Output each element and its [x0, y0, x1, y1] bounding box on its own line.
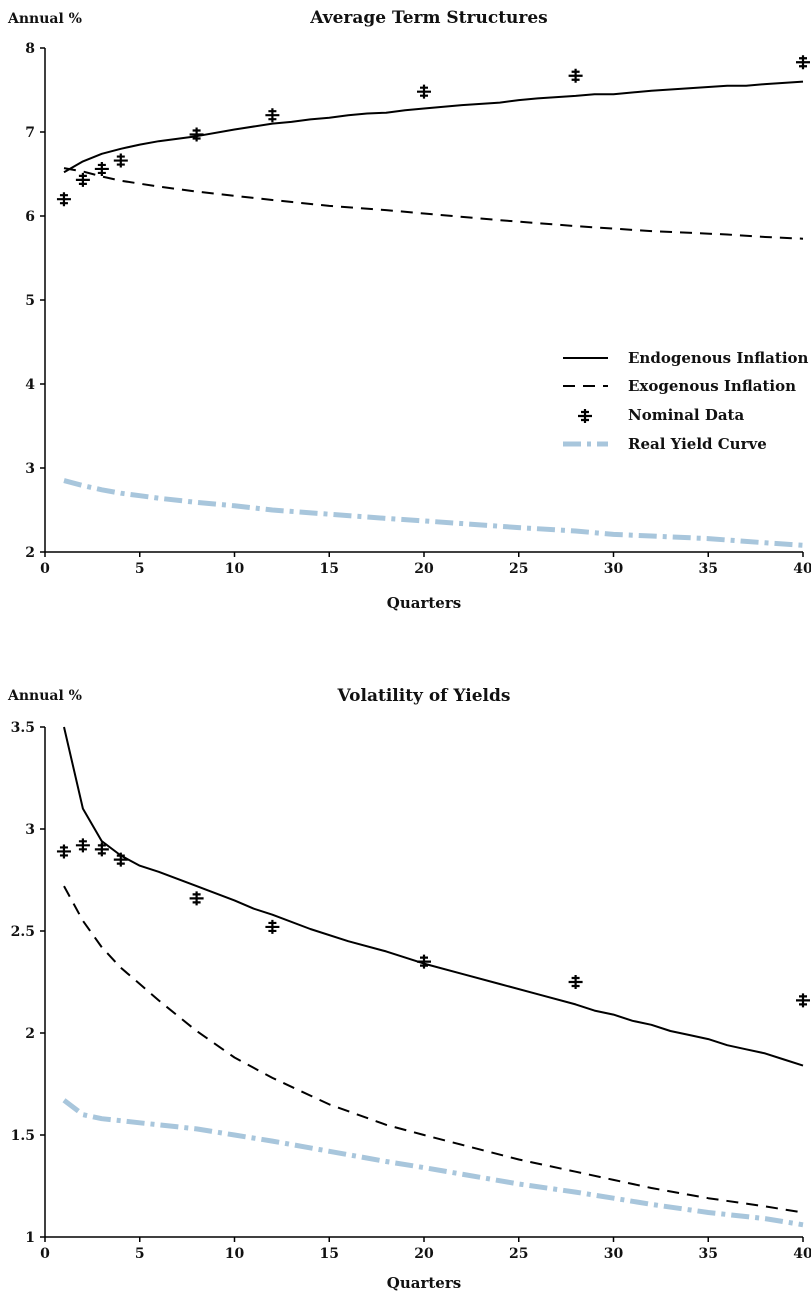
nominal-data-point — [568, 975, 583, 989]
y-tick-label: 8 — [25, 41, 35, 57]
y-tick-label: 1 — [25, 1230, 35, 1246]
x-tick-label: 25 — [509, 1246, 528, 1262]
x-tick-label: 0 — [40, 561, 50, 577]
y-tick-label: 4 — [25, 377, 35, 393]
nominal-data-point — [113, 852, 128, 867]
series-layer — [56, 55, 810, 548]
x-tick-label: 10 — [225, 1246, 245, 1262]
nominal-data-point — [94, 842, 109, 857]
nominal-data-point — [94, 161, 109, 176]
nominal-data-point — [568, 68, 583, 83]
x-tick-label: 15 — [320, 561, 339, 577]
x-tick-label: 20 — [414, 1246, 434, 1262]
chart-title: Average Term Structures — [309, 8, 548, 28]
term-structures-chart: Annual % Average Term Structures 0 5 10 15 2… — [7, 8, 811, 612]
y-tick-label: 3.5 — [11, 720, 35, 736]
x-tick-label: 20 — [414, 561, 434, 577]
x-tick-label: 5 — [135, 561, 145, 577]
nominal-data-point — [265, 919, 280, 934]
y-tick-label: 3 — [25, 461, 35, 477]
axes — [40, 726, 804, 1242]
x-tick-label: 30 — [604, 1246, 624, 1262]
endogenous-inflation-line — [63, 726, 804, 1067]
x-tick-label: 35 — [699, 1246, 718, 1262]
nominal-data-point — [417, 954, 431, 969]
volatility-chart: Annual % Volatility of Yields 0 5 10 15 20 25… — [7, 686, 811, 1292]
x-tick-label: 40 — [793, 561, 811, 577]
y-tick-label: 6 — [25, 209, 35, 225]
legend-item-exogenous: Exogenous Inflation — [563, 377, 796, 395]
legend-swatch-marker — [578, 409, 592, 423]
legend-label: Endogenous Inflation — [628, 349, 809, 367]
y-tick-label: 2.5 — [11, 924, 35, 940]
y-axis-unit-label: Annual % — [7, 688, 82, 704]
endogenous-inflation-line — [63, 80, 804, 174]
exogenous-inflation-line — [63, 885, 804, 1214]
legend-label: Exogenous Inflation — [628, 377, 796, 395]
tick-labels: 0 5 10 15 20 25 30 35 40 1 1.5 2 2.5 3 3.5 — [11, 720, 811, 1262]
nominal-data-point — [113, 153, 128, 168]
nominal-data-point — [189, 127, 204, 142]
nominal-data-point — [796, 993, 810, 1008]
y-tick-label: 2 — [25, 545, 35, 561]
nominal-data-point — [75, 172, 90, 187]
nominal-data-point — [796, 55, 810, 70]
y-tick-label: 1.5 — [11, 1128, 35, 1144]
axes — [40, 47, 804, 557]
x-tick-label: 40 — [793, 1246, 811, 1262]
x-tick-label: 30 — [604, 561, 624, 577]
x-tick-label: 10 — [225, 561, 245, 577]
x-tick-label: 5 — [135, 1246, 145, 1262]
x-tick-label: 0 — [40, 1246, 50, 1262]
legend-item-nominal: Nominal Data — [578, 406, 744, 424]
legend-item-endogenous: Endogenous Inflation — [563, 349, 809, 367]
nominal-data-point — [265, 108, 280, 123]
chart-title: Volatility of Yields — [337, 686, 511, 706]
legend-label: Nominal Data — [628, 406, 744, 424]
x-axis-label: Quarters — [387, 594, 461, 612]
y-tick-label: 3 — [25, 822, 35, 838]
real-yield-curve-line — [63, 478, 804, 548]
legend-label: Real Yield Curve — [628, 435, 767, 453]
series-layer — [56, 726, 810, 1228]
nominal-data-point — [75, 838, 90, 853]
y-tick-label: 5 — [25, 293, 35, 309]
x-tick-label: 15 — [320, 1246, 339, 1262]
x-axis-label: Quarters — [387, 1274, 461, 1292]
nominal-data-point — [56, 844, 71, 859]
legend: Endogenous Inflation Exogenous Inflation… — [563, 349, 809, 453]
legend-item-real: Real Yield Curve — [563, 435, 767, 453]
nominal-data-point — [417, 84, 431, 99]
y-tick-label: 7 — [25, 125, 35, 141]
nominal-data-point — [189, 891, 204, 906]
y-axis-unit-label: Annual % — [7, 11, 82, 27]
x-tick-label: 25 — [509, 561, 528, 577]
y-tick-label: 2 — [25, 1026, 35, 1042]
exogenous-inflation-line — [63, 167, 804, 240]
x-tick-label: 35 — [699, 561, 718, 577]
tick-labels: 0 5 10 15 20 25 30 35 40 2 3 4 5 6 7 8 — [25, 41, 811, 577]
nominal-data-point — [56, 192, 71, 207]
real-yield-curve-line — [62, 1098, 804, 1228]
